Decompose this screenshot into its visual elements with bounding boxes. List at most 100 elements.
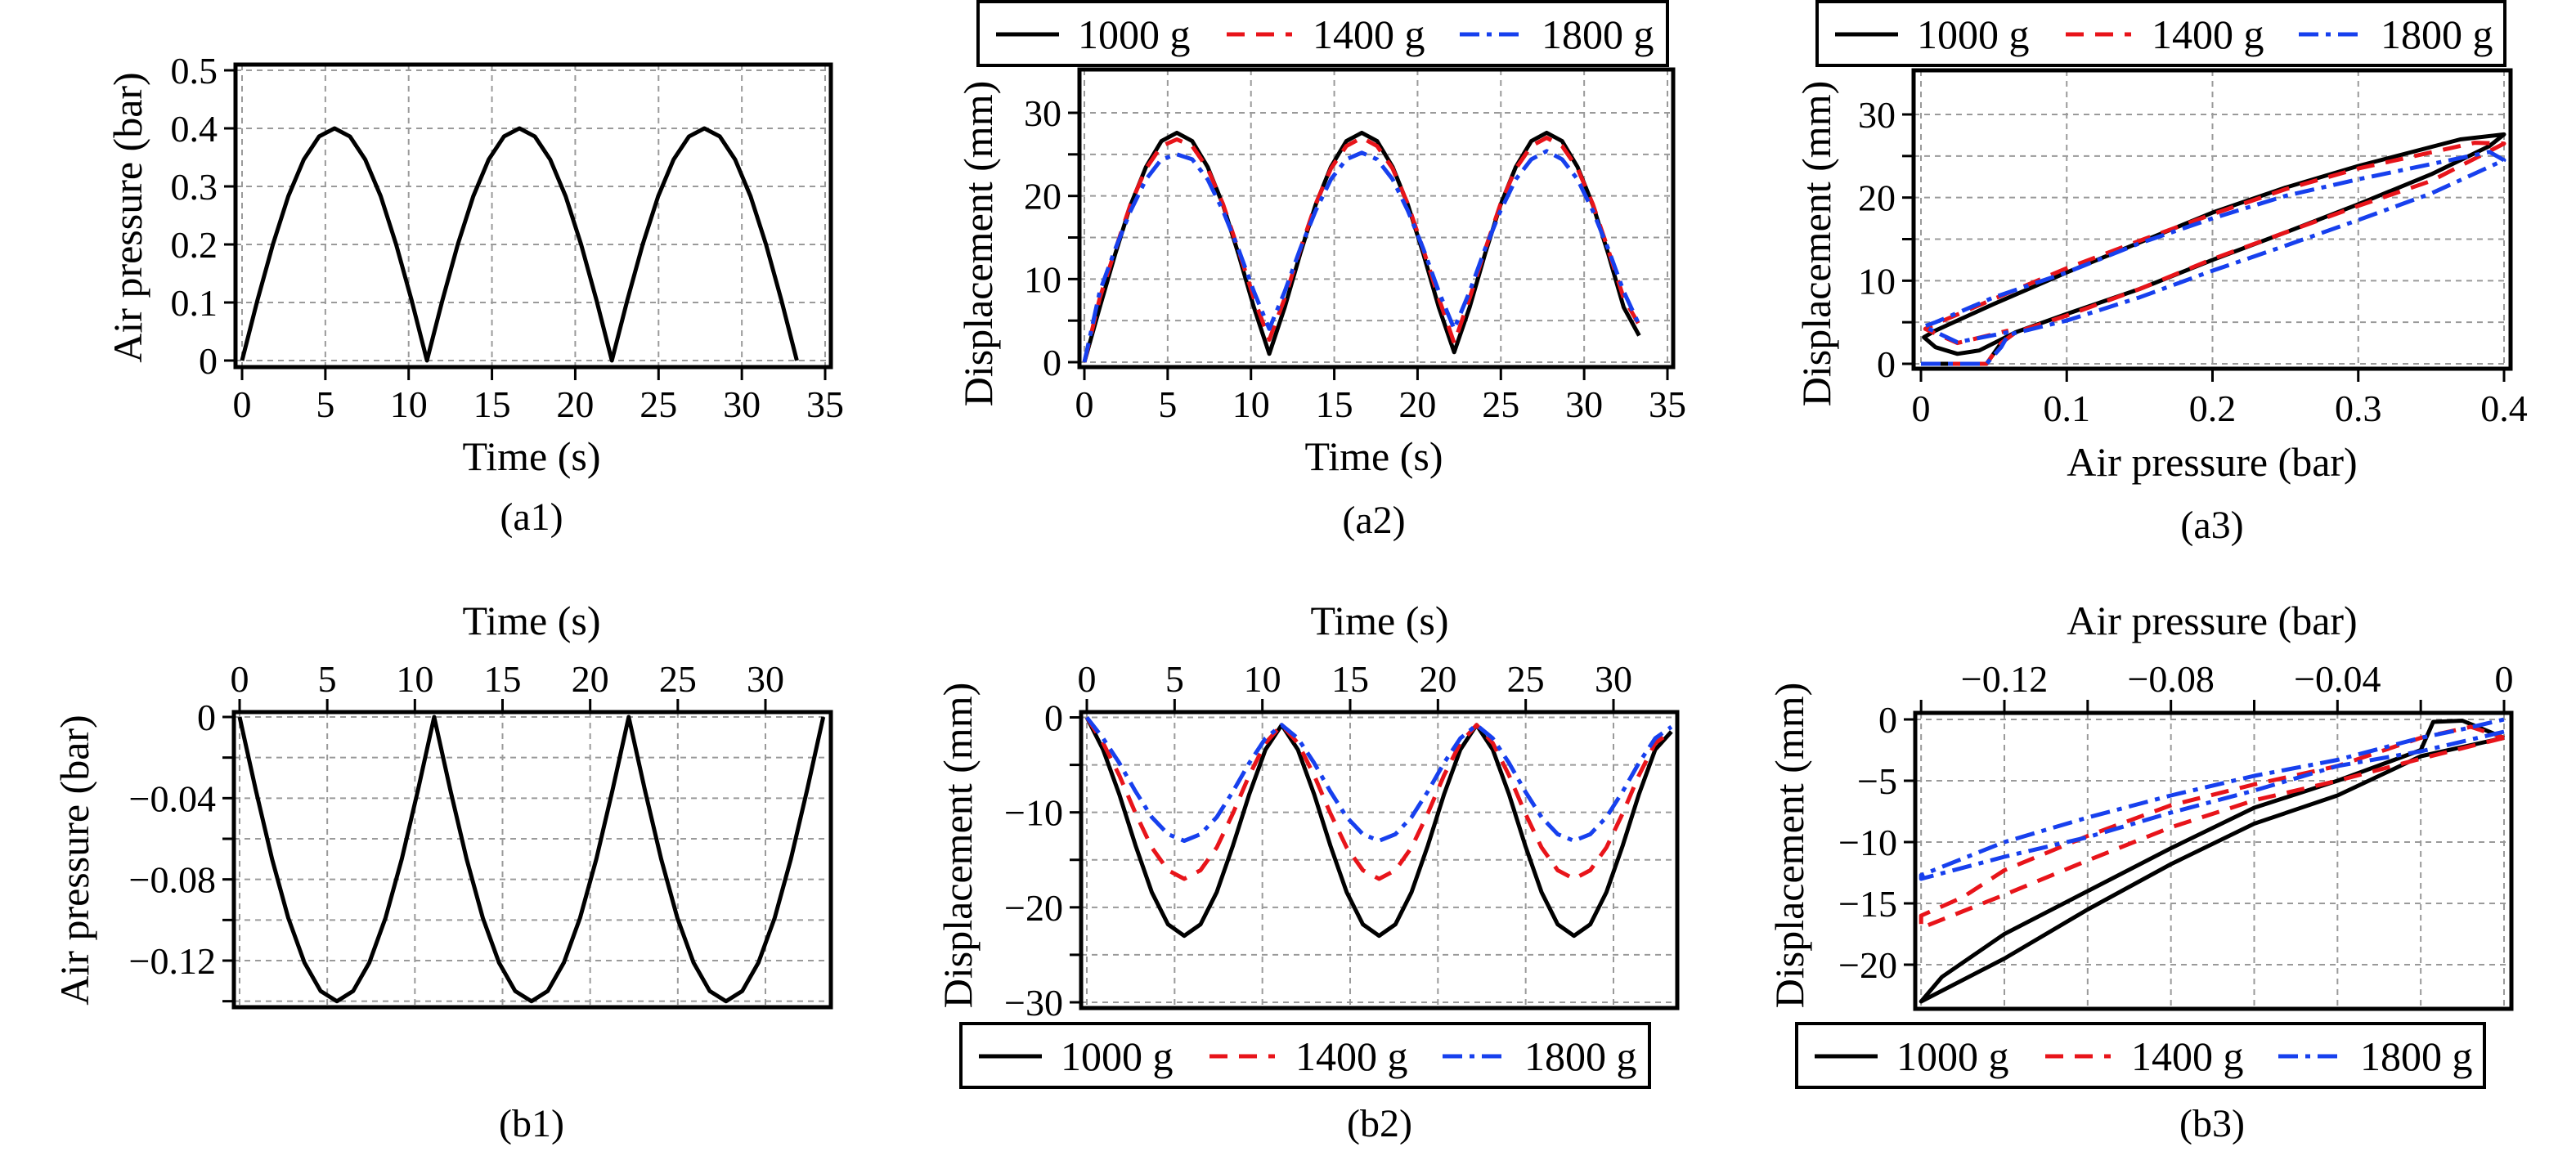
- x-tick-label: 30: [1595, 658, 1632, 700]
- x-tick-label: 5: [1165, 658, 1184, 700]
- legend-label: 1800 g: [1542, 11, 1654, 57]
- y-tick-label: 0.5: [171, 50, 218, 92]
- series-line-1400g: [1921, 141, 2506, 366]
- y-tick-label: 0.2: [171, 224, 218, 266]
- x-tick-label: 25: [659, 658, 697, 700]
- y-axis-label: Displacement (mm): [955, 81, 1001, 407]
- y-tick-label: 0.4: [171, 108, 218, 150]
- panel-label: (a3): [2180, 504, 2243, 547]
- x-tick-label: 15: [1331, 658, 1369, 700]
- y-axis-label: Displacement (mm): [1766, 683, 1812, 1009]
- legend: 1000 g 1400 g 1800 g: [976, 0, 1669, 67]
- legend: 1000 g 1400 g 1800 g: [959, 1022, 1651, 1089]
- y-axis-label: Displacement (mm): [1793, 81, 1839, 407]
- y-tick-label: −30: [1004, 982, 1063, 1024]
- x-tick-label: 0.3: [2335, 388, 2382, 429]
- panel-b3: −0.12 −0.08 −0.04 0 0 −5 −10 −15 −20 Air pressure…: [1766, 598, 2514, 1145]
- panel-label: (a2): [1342, 499, 1405, 542]
- plot-frame: [231, 710, 833, 1010]
- legend-label: 1400 g: [1313, 11, 1425, 57]
- y-tick-label: 0: [1043, 342, 1061, 383]
- x-tick-label: 5: [318, 658, 337, 700]
- panel-label: (b1): [499, 1102, 564, 1145]
- series-line-1800g: [1085, 715, 1673, 843]
- x-axis-label: Time (s): [462, 433, 600, 479]
- x-tick-label: −0.04: [2294, 658, 2381, 700]
- x-tick-label: −0.08: [2127, 658, 2214, 700]
- gridlines: [1081, 712, 1677, 1008]
- x-tick-label: 30: [723, 383, 761, 425]
- x-tick-label: 35: [1649, 383, 1686, 425]
- x-tick-label: 0.2: [2189, 388, 2237, 429]
- gridlines: [236, 65, 831, 367]
- x-tick-label: 30: [747, 658, 784, 700]
- x-axis-label: Time (s): [1304, 433, 1443, 479]
- legend-label: 1000 g: [1917, 11, 2030, 57]
- plot-frame: [233, 62, 833, 370]
- y-tick-label: 0: [199, 340, 218, 382]
- y-tick-label: −5: [1857, 760, 1897, 802]
- x-tick-label: 10: [390, 383, 428, 425]
- x-tick-label: 30: [1565, 383, 1603, 425]
- x-tick-label: −0.12: [1961, 658, 2048, 700]
- y-tick-label: 10: [1024, 258, 1061, 300]
- y-tick-label: 0: [197, 697, 216, 738]
- y-tick-label: 0.1: [171, 282, 218, 324]
- y-tick-label: 0.3: [171, 166, 218, 208]
- series-line-1000g: [1082, 130, 1641, 363]
- legend-label: 1800 g: [2360, 1033, 2473, 1079]
- y-tick-label: −10: [1838, 822, 1897, 863]
- legend-label: 1800 g: [2381, 11, 2493, 57]
- gridlines: [234, 712, 831, 1007]
- x-tick-label: 15: [1316, 383, 1353, 425]
- x-tick-label: 25: [1507, 658, 1545, 700]
- y-tick-label: 0: [1878, 699, 1897, 741]
- panel-a3: 0 0.1 0.2 0.3 0.4 0 10 20 30 Air pressure (bar) Di…: [1793, 0, 2528, 547]
- y-axis-label: Displacement (mm): [935, 683, 981, 1009]
- y-tick-label: 0: [1044, 697, 1063, 739]
- legend-box: [1795, 1022, 2486, 1089]
- legend: 1000 g 1400 g 1800 g: [1795, 1022, 2486, 1089]
- y-tick-label: 10: [1858, 260, 1896, 302]
- gridlines: [1079, 69, 1673, 367]
- y-tick-label: 0: [1877, 343, 1896, 385]
- x-tick-label: 0: [1912, 388, 1931, 429]
- legend-label: 1400 g: [1295, 1033, 1408, 1079]
- x-tick-label: 5: [316, 383, 334, 425]
- legend-label: 1000 g: [1078, 11, 1191, 57]
- series-line-1400g: [1082, 136, 1641, 363]
- x-axis-label: Air pressure (bar): [2067, 598, 2357, 643]
- legend-label: 1400 g: [2131, 1033, 2244, 1079]
- x-tick-label: 0: [233, 383, 252, 425]
- x-tick-label: 20: [556, 383, 594, 425]
- x-tick-label: 10: [1232, 383, 1270, 425]
- y-tick-label: −20: [1838, 944, 1897, 986]
- panel-a2: 0 5 10 15 20 25 30 35 0 10 20 30 Time (s) Displacemen…: [955, 0, 1686, 542]
- y-tick-label: −15: [1838, 883, 1897, 925]
- panel-b2: 0 5 10 15 20 25 30 0 −10 −20 −30 Time (s) Displaceme…: [935, 598, 1680, 1145]
- series-line-1400g: [1084, 716, 1673, 881]
- panel-b1: 0 5 10 15 20 25 30 0 −0.04 −0.08 −0.12 Time (s) Air …: [52, 598, 833, 1145]
- series-line-0: [240, 126, 799, 363]
- panel-a1: 0 5 10 15 20 25 30 35 0 0.1 0.2 0.3 0.4 0.5 Time (s) Ai…: [105, 50, 844, 539]
- y-axis-label: Air pressure (bar): [52, 715, 97, 1005]
- legend-box: [1815, 0, 2506, 67]
- x-tick-label: 20: [1419, 658, 1456, 700]
- y-tick-label: −0.12: [129, 940, 216, 982]
- x-tick-label: 0.1: [2044, 388, 2091, 429]
- legend: 1000 g 1400 g 1800 g: [1815, 0, 2506, 67]
- legend-label: 1800 g: [1524, 1033, 1637, 1079]
- gridlines: [1914, 70, 2511, 369]
- legend-box: [976, 0, 1669, 67]
- series-line-1400g: [1919, 724, 2505, 930]
- series-line-0: [237, 715, 826, 1004]
- x-tick-label: 10: [1244, 658, 1281, 700]
- y-tick-label: 20: [1858, 177, 1896, 219]
- y-tick-label: −0.04: [129, 777, 216, 819]
- y-tick-label: 20: [1024, 176, 1061, 217]
- y-tick-label: 30: [1024, 92, 1061, 134]
- x-tick-label: 25: [640, 383, 677, 425]
- x-tick-label: 0: [231, 658, 249, 700]
- x-tick-label: 25: [1482, 383, 1519, 425]
